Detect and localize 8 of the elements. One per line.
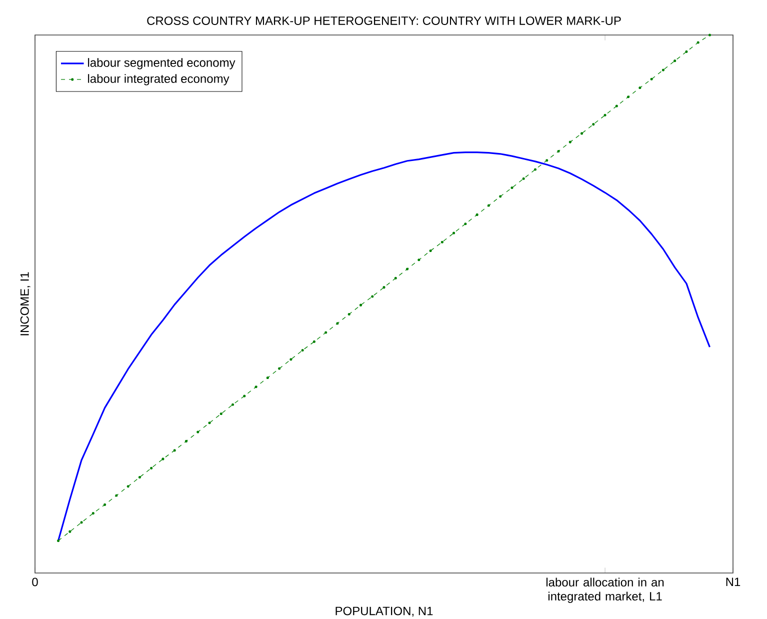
legend-label: labour integrated economy xyxy=(88,74,230,86)
legend-label: labour segmented economy xyxy=(88,58,236,70)
chart-title: CROSS COUNTRY MARK-UP HETEROGENEITY: COUNTRY WITH LOWER MARK-UP xyxy=(147,16,621,25)
x-tick-label: labour allocation in an integrated market, L1 xyxy=(546,578,664,603)
x-tick-label: 0 xyxy=(32,578,38,586)
y-axis-title: INCOME, I1 xyxy=(20,272,30,336)
x-axis-title: POPULATION, N1 xyxy=(336,606,433,617)
x-tick-label: N1 xyxy=(726,578,740,586)
